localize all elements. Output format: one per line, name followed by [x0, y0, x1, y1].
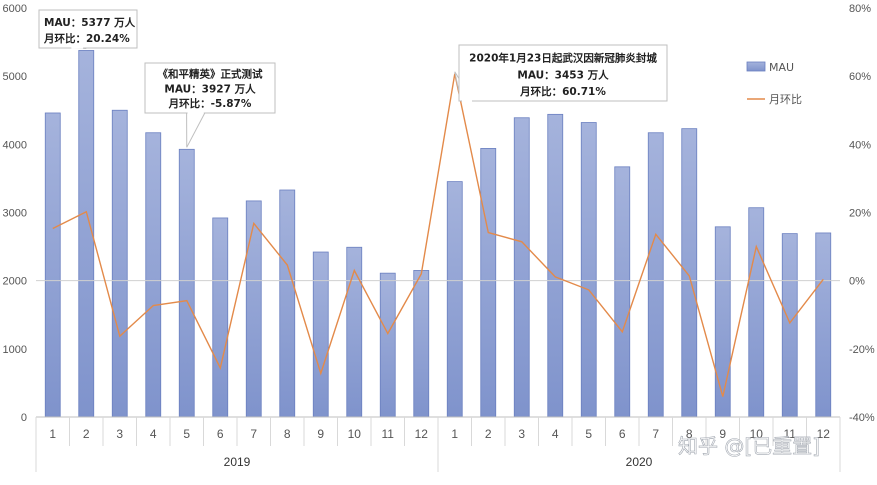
bar-mau-22 — [748, 207, 765, 418]
year-label: 2020 — [626, 455, 653, 469]
bar-mau-20 — [681, 128, 698, 418]
bar-mau-21 — [714, 226, 731, 418]
bar-mau-12 — [413, 270, 430, 418]
annotation-text: MAU：5377 万人 — [44, 16, 136, 29]
bar-mau-13 — [446, 181, 463, 418]
legend-label-mau: MAU — [769, 61, 794, 74]
bar-mau-1 — [44, 112, 61, 418]
x-tick-label: 12 — [817, 427, 831, 441]
x-tick-label: 7 — [652, 427, 659, 441]
legend-swatch-mau — [746, 61, 766, 72]
annotation-text: MAU：3453 万人 — [517, 68, 609, 81]
annotation-pointer — [186, 112, 206, 148]
y-left-tick-label: 3000 — [3, 208, 27, 220]
x-tick-label: 5 — [183, 427, 190, 441]
annotation-text: 2020年1月23日起武汉因新冠肺炎封城 — [469, 52, 657, 65]
annotation-box — [144, 62, 276, 114]
annotation-box — [458, 44, 668, 102]
x-tick-label: 11 — [784, 427, 797, 441]
x-tick-label: 3 — [116, 427, 123, 441]
annotation-text: 月环比：60.71% — [519, 85, 606, 98]
bar-mau-8 — [279, 189, 296, 418]
bar-mau-11 — [379, 272, 396, 418]
watermark-text: 知乎 @[已重置] — [678, 434, 820, 458]
annotation-text: 《和平精英》正式测试 — [158, 68, 263, 81]
bar-mau-14 — [480, 148, 497, 418]
x-tick-label: 2 — [83, 427, 90, 441]
bar-mau-19 — [647, 132, 664, 418]
y-right-tick-label: 80% — [849, 3, 871, 15]
y-right-tick-label: -20% — [849, 344, 875, 356]
y-right-tick-label: 20% — [849, 208, 871, 220]
annotation-text: MAU：3927 万人 — [164, 82, 256, 95]
y-left-tick-label: 5000 — [3, 71, 27, 83]
x-tick-label: 4 — [552, 427, 559, 441]
x-tick-label: 9 — [719, 427, 726, 441]
y-left-tick-label: 2000 — [3, 276, 27, 288]
bar-mau-9 — [312, 251, 329, 418]
legend-label-mom: 月环比 — [769, 93, 802, 106]
x-tick-label: 12 — [415, 427, 429, 441]
bar-mau-24 — [815, 232, 832, 418]
bar-mau-3 — [111, 109, 128, 418]
annotation-box — [38, 9, 138, 49]
bar-mau-5 — [178, 148, 195, 418]
y-right-tick-label: -40% — [849, 412, 875, 424]
y-right-tick-label: 0% — [849, 276, 865, 288]
bar-mau-15 — [513, 117, 530, 418]
x-tick-label: 5 — [585, 427, 592, 441]
y-left-tick-label: 1000 — [3, 344, 27, 356]
line-mom — [52, 73, 824, 397]
y-right-tick-label: 60% — [849, 71, 871, 83]
bar-mau-23 — [781, 233, 798, 418]
x-tick-label: 10 — [348, 427, 362, 441]
bar-mau-7 — [245, 200, 262, 418]
annotation-text: 月环比：20.24% — [43, 32, 130, 45]
bar-mau-18 — [614, 166, 631, 418]
x-tick-label: 10 — [750, 427, 764, 441]
x-tick-label: 7 — [250, 427, 257, 441]
bar-mau-6 — [212, 217, 229, 418]
x-tick-label: 1 — [451, 427, 458, 441]
x-tick-label: 2 — [485, 427, 492, 441]
x-tick-label: 4 — [150, 427, 157, 441]
x-tick-label: 8 — [284, 427, 291, 441]
bar-mau-2 — [78, 50, 95, 418]
x-tick-label: 6 — [619, 427, 626, 441]
x-tick-label: 3 — [518, 427, 525, 441]
year-label: 2019 — [224, 455, 251, 469]
y-left-tick-label: 6000 — [3, 3, 27, 15]
y-right-tick-label: 40% — [849, 139, 871, 151]
annotation-text: 月环比：-5.87% — [168, 97, 252, 110]
y-left-tick-label: 4000 — [3, 139, 27, 151]
x-tick-label: 1 — [49, 427, 56, 441]
y-left-tick-label: 0 — [21, 412, 27, 424]
x-tick-label: 11 — [382, 427, 395, 441]
bar-mau-4 — [145, 132, 162, 418]
bar-mau-16 — [547, 113, 564, 418]
x-tick-label: 9 — [317, 427, 324, 441]
x-tick-label: 8 — [686, 427, 693, 441]
x-tick-label: 6 — [217, 427, 224, 441]
bar-mau-17 — [580, 122, 597, 418]
